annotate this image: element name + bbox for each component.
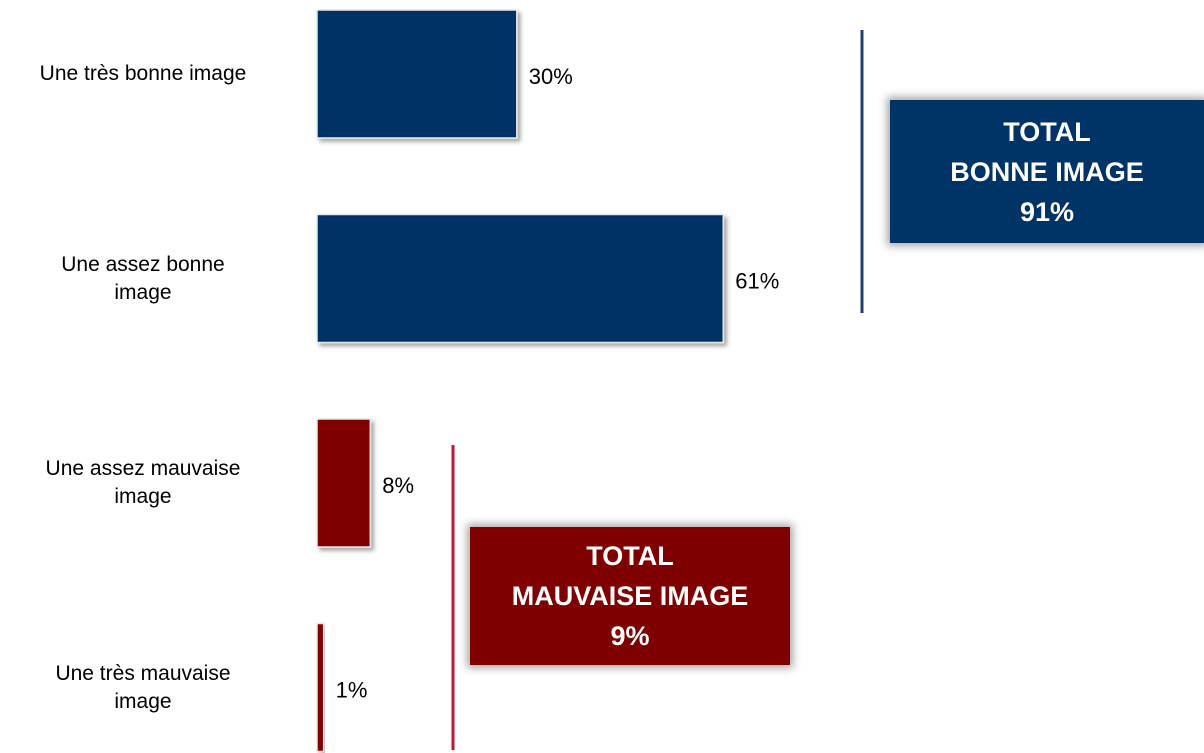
total-box: TOTAL MAUVAISE IMAGE 9% [470, 527, 790, 665]
value-label: 30% [529, 64, 573, 89]
total-text: TOTAL [586, 541, 674, 571]
bar [316, 9, 518, 139]
total-box: TOTAL BONNE IMAGE 91% [890, 100, 1204, 243]
bar [316, 622, 325, 753]
category-label: Une très bonne image [39, 62, 247, 85]
value-label: 8% [382, 473, 414, 498]
category-label: Une assez bonne image [61, 252, 225, 304]
value-label: 61% [735, 268, 779, 293]
category-label: Une assez mauvaise image [45, 457, 241, 508]
total-text: 9% [610, 621, 650, 651]
total-text: TOTAL [1003, 116, 1091, 147]
total-text: MAUVAISE IMAGE [511, 581, 749, 611]
bar [316, 213, 725, 344]
bar [316, 418, 372, 548]
total-text: 91% [1019, 196, 1075, 227]
category-label: Une très mauvaise image [55, 661, 231, 713]
total-text: BONNE IMAGE [950, 156, 1144, 187]
value-label: 1% [336, 677, 368, 702]
